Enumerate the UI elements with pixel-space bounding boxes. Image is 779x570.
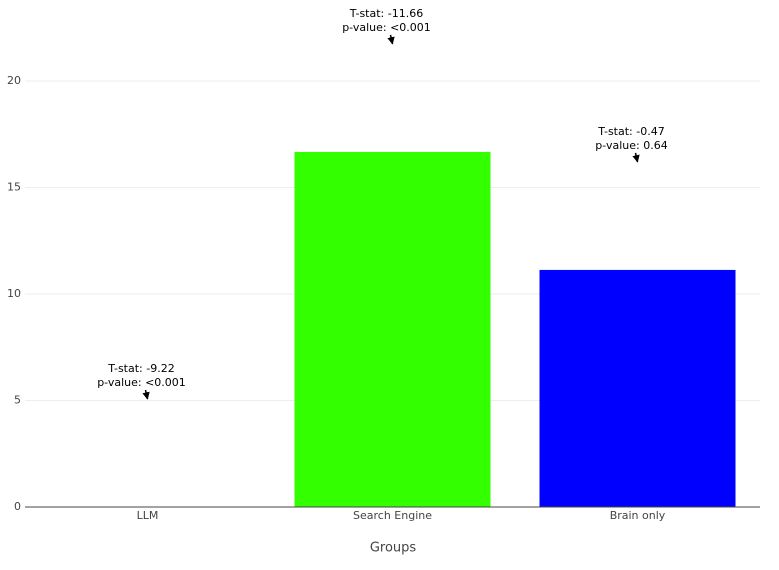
annotation-text: p-value: <0.001: [97, 376, 186, 389]
annotation-arrow: [142, 389, 150, 400]
annotation-text: p-value: <0.001: [342, 21, 431, 34]
annotation-arrow: [387, 34, 395, 45]
annotation-arrow: [632, 152, 640, 163]
y-tick-label: 0: [14, 500, 21, 513]
bar: [294, 151, 491, 507]
y-tick-label: 10: [7, 287, 21, 300]
bar: [539, 269, 736, 507]
y-tick-label: 5: [14, 394, 21, 407]
x-tick-label: LLM: [137, 509, 159, 522]
x-tick-label: Brain only: [610, 509, 666, 522]
annotation-text: T-stat: -9.22: [107, 362, 174, 375]
x-axis-title: Groups: [370, 541, 417, 556]
y-tick-label: 15: [7, 181, 21, 194]
annotation-text: p-value: 0.64: [595, 139, 667, 152]
annotation-text: T-stat: -11.66: [349, 7, 423, 20]
y-tick-label: 20: [7, 74, 21, 87]
annotation-text: T-stat: -0.47: [597, 125, 664, 138]
x-tick-label: Search Engine: [353, 509, 432, 522]
